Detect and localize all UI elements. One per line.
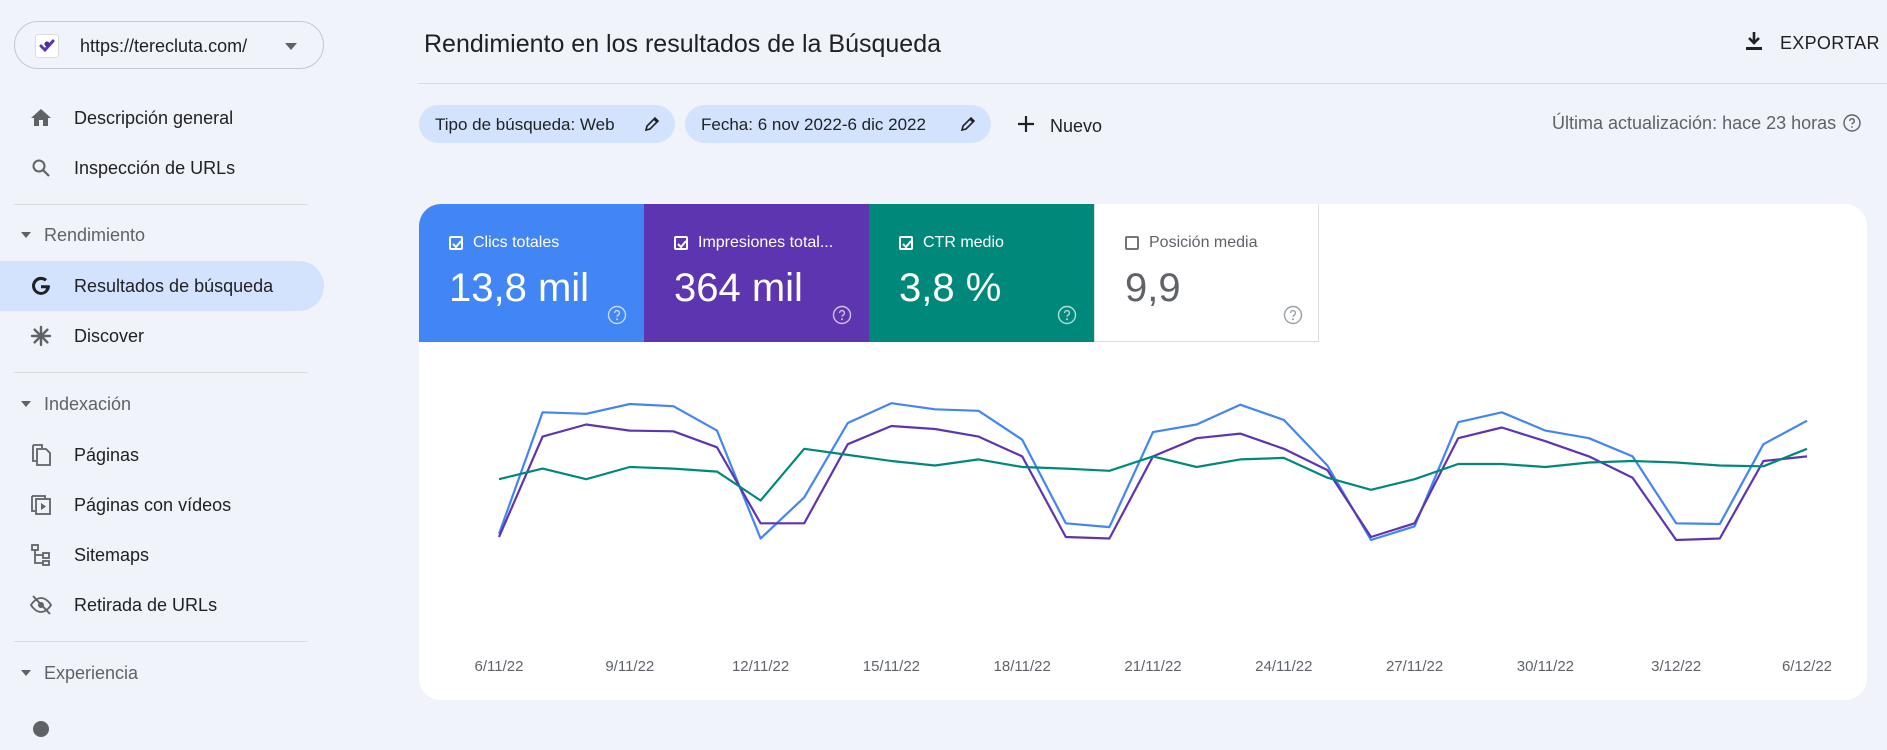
x-tick-label: 6/12/22	[1782, 658, 1832, 675]
metric-name: Impresiones total...	[698, 234, 834, 251]
last-updated: Última actualización: hace 23 horas	[1552, 113, 1861, 134]
metric-value: 9,9	[1125, 266, 1181, 310]
metric-name: Clics totales	[473, 234, 560, 251]
section-label: Rendimiento	[44, 225, 146, 245]
google-g-icon	[29, 274, 53, 298]
collapse-icon	[21, 401, 31, 407]
sidebar-item-label: Discover	[74, 326, 145, 346]
plus-icon	[1014, 112, 1038, 136]
divider	[14, 641, 308, 642]
sidebar-item-pages[interactable]: Páginas	[0, 430, 324, 480]
sidebar-item-discover[interactable]: Discover	[0, 311, 324, 361]
x-tick-label: 30/11/22	[1517, 658, 1574, 675]
x-tick-label: 9/11/22	[605, 658, 654, 675]
sidebar-item-label: Retirada de URLs	[74, 595, 218, 615]
series-line-1	[497, 402, 1808, 542]
video-pages-icon	[29, 493, 53, 517]
download-icon	[1742, 29, 1766, 53]
sidebar-item-overview[interactable]: Descripción general	[0, 93, 324, 143]
sidebar-item-search-results[interactable]: Resultados de búsqueda	[0, 261, 324, 311]
sidebar-item-label: Resultados de búsqueda	[74, 276, 274, 296]
sidebar-item-url-removals[interactable]: Retirada de URLs	[0, 580, 324, 630]
last-updated-text: Última actualización: hace 23 horas	[1552, 113, 1837, 133]
metric-average-ctr[interactable]: CTR medio 3,8 %	[869, 204, 1094, 342]
filter-chip-search-type[interactable]: Tipo de búsqueda: Web	[419, 105, 675, 143]
sitemap-icon	[29, 543, 53, 567]
site-logo	[35, 34, 59, 58]
edit-icon	[643, 115, 661, 133]
divider	[14, 204, 308, 205]
help-icon[interactable]	[1283, 305, 1303, 325]
page-title: Rendimiento en los resultados de la Búsq…	[424, 30, 942, 58]
new-filter-label: Nuevo	[1050, 116, 1103, 136]
eye-off-icon	[29, 593, 53, 617]
sidebar-item-label: Páginas con vídeos	[74, 495, 232, 515]
x-tick-label: 21/11/22	[1124, 658, 1181, 675]
new-filter-button[interactable]: Nuevo	[1012, 110, 1122, 140]
performance-card: Clics totales 13,8 mil Impresiones total…	[419, 204, 1867, 700]
asterisk-icon	[29, 324, 53, 348]
x-tick-label: 6/11/22	[475, 658, 524, 675]
search-icon	[29, 156, 53, 180]
collapse-icon	[21, 670, 31, 676]
help-icon[interactable]	[1843, 114, 1861, 132]
checkbox-checked-icon[interactable]	[899, 236, 913, 250]
x-tick-label: 3/12/22	[1651, 658, 1701, 675]
series-line-2	[497, 423, 1808, 542]
section-label: Indexación	[44, 394, 132, 414]
partial-icon	[29, 713, 53, 737]
metric-value: 364 mil	[674, 266, 803, 310]
sidebar: https://terecluta.com/ Descripción gener…	[0, 0, 330, 737]
help-icon[interactable]	[832, 305, 852, 325]
sidebar-item-url-inspection[interactable]: Inspección de URLs	[0, 143, 324, 193]
filter-chip-date[interactable]: Fecha: 6 nov 2022-6 dic 2022	[685, 105, 991, 143]
edit-icon	[959, 115, 977, 133]
metric-name: Posición media	[1149, 234, 1258, 251]
pages-icon	[29, 443, 53, 467]
checkbox-checked-icon[interactable]	[674, 236, 688, 250]
chevron-down-icon	[285, 43, 297, 50]
x-tick-label: 12/11/22	[732, 658, 789, 675]
x-tick-label: 27/11/22	[1386, 658, 1443, 675]
metric-average-position[interactable]: Posición media 9,9	[1094, 204, 1319, 342]
sidebar-item-video-pages[interactable]: Páginas con vídeos	[0, 480, 324, 530]
section-indexing[interactable]: Indexación	[0, 387, 324, 421]
sidebar-item-label: Inspección de URLs	[74, 158, 236, 178]
collapse-icon	[21, 232, 31, 238]
section-performance[interactable]: Rendimiento	[0, 218, 324, 252]
chip-label: Fecha: 6 nov 2022-6 dic 2022	[701, 115, 926, 134]
header-divider	[418, 83, 1887, 84]
help-icon[interactable]	[607, 305, 627, 325]
performance-chart[interactable]: 6/11/22 9/11/22 12/11/22 15/11/22 18/11/22 21…	[419, 344, 1867, 700]
x-tick-label: 15/11/22	[863, 658, 920, 675]
section-label: Experiencia	[44, 663, 139, 683]
x-tick-label: 18/11/22	[994, 658, 1051, 675]
metric-name: CTR medio	[923, 234, 1004, 251]
sidebar-item-label: Sitemaps	[74, 545, 150, 565]
property-selector[interactable]: https://terecluta.com/	[14, 21, 324, 69]
chip-label: Tipo de búsqueda: Web	[435, 115, 615, 134]
checkbox-unchecked-icon[interactable]	[1125, 236, 1139, 250]
property-url: https://terecluta.com/	[80, 36, 248, 56]
section-experience[interactable]: Experiencia	[0, 656, 324, 690]
sidebar-item-label: Descripción general	[74, 108, 234, 128]
metric-value: 13,8 mil	[449, 266, 590, 310]
sidebar-item-label: Páginas	[74, 445, 140, 465]
sidebar-item-partial[interactable]	[0, 700, 324, 750]
metric-value: 3,8 %	[899, 266, 1002, 310]
help-icon[interactable]	[1057, 305, 1077, 325]
home-icon	[29, 106, 53, 130]
metric-total-impressions[interactable]: Impresiones total... 364 mil	[644, 204, 869, 342]
series-line-3	[498, 447, 1808, 502]
export-label: EXPORTAR	[1780, 33, 1880, 53]
x-tick-label: 24/11/22	[1255, 658, 1312, 675]
metric-total-clicks[interactable]: Clics totales 13,8 mil	[419, 204, 644, 342]
checkbox-checked-icon[interactable]	[449, 236, 463, 250]
sidebar-item-sitemaps[interactable]: Sitemaps	[0, 530, 324, 580]
divider	[14, 372, 308, 373]
